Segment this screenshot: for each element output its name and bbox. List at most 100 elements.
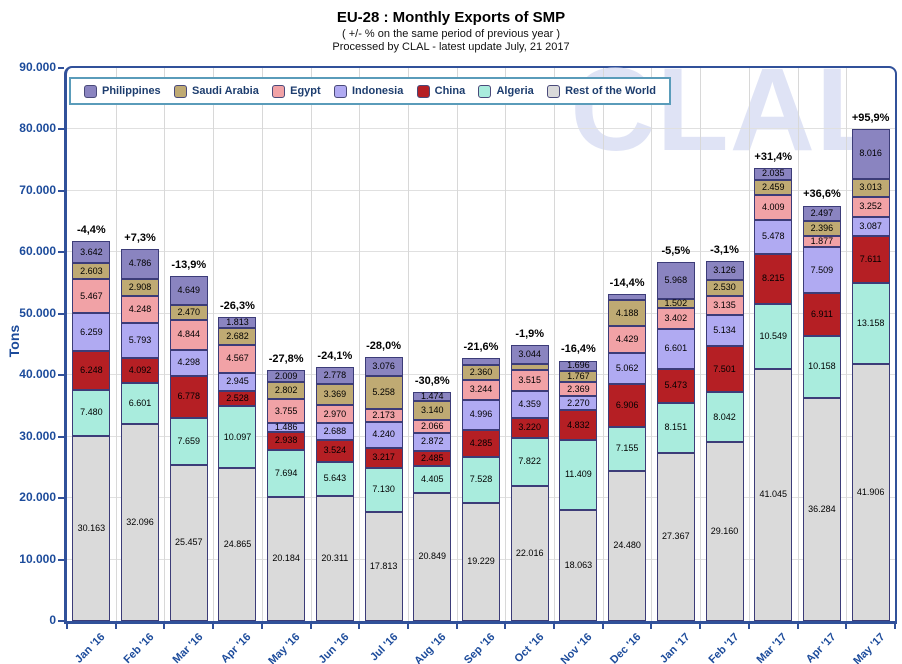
segment-indonesia: 3.087 [851, 216, 890, 236]
legend-item-indonesia: Indonesia [333, 84, 403, 98]
bar-column: 2.009 2.802 3.755 1.486 2.938 7.694 20.184 -27,… [262, 68, 311, 621]
column-separator [164, 68, 166, 621]
y-axis-tick-label: 20.000 [19, 490, 56, 505]
legend-item-egypt: Egypt [272, 84, 321, 98]
segment-rest-of-the-world: 41.045 [754, 368, 793, 621]
segment-value: 5.968 [664, 274, 688, 285]
x-axis-label: Nov '16 [559, 631, 595, 664]
segment-indonesia: 2.270 [559, 396, 598, 411]
segment-indonesia: 7.509 [802, 247, 841, 294]
segment-value: 2.360 [469, 366, 493, 377]
segment-value: 3.515 [518, 374, 541, 385]
segment-china: 2.485 [413, 450, 452, 466]
segment-algeria: 7.130 [364, 467, 403, 512]
segment-egypt: 5.467 [72, 279, 111, 313]
segment-value: 1.486 [274, 421, 298, 432]
bar-column: 2.360 3.244 4.996 4.285 7.528 19.229 -21,6% [457, 68, 506, 621]
segment-indonesia: 6.259 [72, 312, 111, 352]
segment-value: 32.096 [126, 516, 154, 527]
segment-value: 10.549 [759, 330, 787, 341]
segment-value: 4.996 [469, 409, 493, 420]
segment-indonesia: 2.945 [218, 372, 257, 391]
segment-egypt: 2.970 [315, 405, 354, 424]
y-axis-tick-label: 90.000 [19, 60, 56, 74]
segment-value: 6.601 [128, 398, 152, 409]
x-axis-label: Feb '17 [706, 631, 742, 664]
segment-value: 5.478 [761, 231, 785, 242]
stacked-bar: 3.076 5.258 2.173 4.240 3.217 7.130 17.813 [364, 357, 403, 621]
segment-egypt: 2.173 [364, 408, 403, 422]
segment-rest-of-the-world: 30.163 [72, 435, 111, 621]
segment-value: 8.151 [664, 422, 688, 433]
x-axis-tick [894, 624, 896, 629]
segment-rest-of-the-world: 24.865 [218, 468, 257, 621]
segment-saudi-arabia: 2.470 [169, 304, 208, 320]
segment-egypt: 1.877 [802, 235, 841, 248]
segment-value: 2.485 [421, 452, 444, 463]
segment-value: 7.501 [713, 363, 736, 374]
segment-philippines: 3.642 [72, 240, 111, 264]
segment-value: 2.066 [421, 421, 444, 432]
segment-philippines: 2.009 [267, 369, 306, 383]
segment-value: 24.865 [223, 539, 252, 550]
pct-change-label: -26,3% [220, 299, 255, 312]
x-axis-label: Apr '17 [803, 631, 839, 664]
segment-value: 2.802 [274, 385, 298, 396]
segment-saudi-arabia: 3.140 [413, 400, 452, 421]
segment-rest-of-the-world: 20.849 [413, 492, 452, 621]
segment-rest-of-the-world: 36.284 [802, 398, 841, 621]
stacked-bar: 2.360 3.244 4.996 4.285 7.528 19.229 [461, 357, 500, 621]
segment-china: 6.778 [169, 375, 208, 418]
legend-item-rest-of-the-world: Rest of the World [547, 84, 656, 98]
x-axis-label: Oct '16 [512, 631, 547, 664]
segment-value: 8.016 [859, 148, 882, 159]
y-axis-tick-label: 10.000 [19, 551, 56, 566]
segment-value: 4.429 [615, 334, 639, 345]
x-axis-tick [163, 624, 166, 629]
x-axis-tick [553, 624, 556, 629]
segment-value: 7.480 [80, 407, 103, 418]
legend-color-chip [272, 84, 286, 98]
segment-value: 5.258 [372, 386, 395, 397]
segment-saudi-arabia [510, 363, 549, 370]
segment-indonesia: 1.486 [267, 421, 306, 432]
segment-value: 3.044 [518, 348, 541, 359]
column-separator [310, 68, 312, 621]
segment-value: 6.248 [80, 365, 103, 376]
y-axis-tick-label: 30.000 [19, 428, 56, 443]
y-axis-tick [58, 620, 64, 622]
segment-indonesia: 5.793 [121, 322, 160, 359]
segment-value: 3.220 [518, 422, 541, 433]
bar-column: 1.696 1.767 2.369 2.270 4.832 11.409 18.063 -16… [554, 68, 603, 621]
segment-rest-of-the-world: 19.229 [461, 502, 500, 621]
y-axis-tick-label: 40.000 [19, 367, 56, 382]
segment-egypt: 3.402 [656, 307, 695, 329]
segment-value: 11.409 [564, 469, 592, 480]
segment-philippines: 8.016 [851, 129, 890, 179]
segment-china: 3.217 [364, 448, 403, 468]
pct-change-label: -21,6% [463, 340, 499, 353]
y-axis-tick [58, 189, 64, 192]
bar-column: 3.076 5.258 2.173 4.240 3.217 7.130 17.813 -28,… [359, 68, 408, 621]
segment-value: 7.822 [518, 456, 541, 467]
segment-saudi-arabia: 2.603 [72, 263, 111, 280]
y-axis-tick [58, 497, 64, 500]
stacked-bar: 1.696 1.767 2.369 2.270 4.832 11.409 18.063 [559, 360, 598, 621]
column-separator [797, 68, 799, 621]
segment-rest-of-the-world: 41.906 [851, 363, 890, 621]
pct-change-label: +31,4% [754, 150, 793, 163]
stacked-bar: 2.778 3.369 2.970 2.688 3.524 5.643 20.311 [315, 367, 354, 621]
segment-value: 4.248 [128, 303, 152, 314]
segment-china: 5.473 [656, 369, 695, 403]
column-separator [456, 68, 458, 621]
segment-saudi-arabia: 2.908 [121, 278, 160, 297]
pct-change-label: -13,9% [171, 258, 207, 271]
x-axis-tick [212, 624, 215, 629]
segment-value: 6.911 [810, 308, 833, 319]
segment-algeria: 7.659 [169, 417, 208, 465]
segment-egypt: 2.066 [413, 420, 452, 433]
segment-value: 3.244 [469, 384, 493, 395]
segment-egypt: 4.844 [169, 319, 208, 350]
segment-value: 1.767 [567, 370, 590, 381]
segment-value: 25.457 [174, 537, 203, 548]
